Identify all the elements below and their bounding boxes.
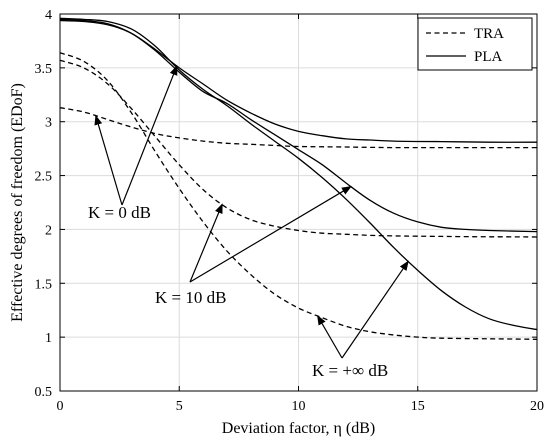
- annotation-label: K = 10 dB: [155, 288, 226, 307]
- x-tick-label: 20: [530, 399, 544, 414]
- annotation-arrow: [189, 203, 223, 283]
- x-tick-label: 15: [411, 399, 425, 414]
- y-axis-label: Effective degrees of freedom (EDoF): [9, 83, 26, 322]
- annotation-arrow: [317, 314, 343, 359]
- y-tick-label: 1: [45, 331, 52, 346]
- tra-series-line: [59, 52, 538, 340]
- legend-label-tra: TRA: [474, 26, 504, 42]
- y-tick-label: 4: [45, 8, 52, 23]
- pla-series-line: [59, 17, 538, 331]
- y-tick-label: 0.5: [35, 385, 53, 400]
- pla-series-line: [59, 18, 538, 233]
- x-tick-label: 10: [292, 399, 306, 414]
- legend-box: [417, 17, 533, 71]
- axes-frame: [59, 13, 538, 392]
- annotation-label: K = +∞ dB: [312, 361, 388, 380]
- annotation-arrow: [121, 65, 178, 206]
- legend-label-pla: PLA: [474, 49, 503, 65]
- tra-series-line: [59, 59, 538, 238]
- y-tick-label: 3.5: [35, 62, 53, 77]
- annotation-arrow: [94, 114, 123, 206]
- tra-series-line: [59, 107, 537, 149]
- annotation-arrow: [189, 186, 352, 283]
- legend: TRA PLA: [417, 17, 533, 71]
- x-tick-label: 5: [176, 399, 183, 414]
- annotations: K = 0 dB K = 10 dB K = +∞ dB: [88, 65, 409, 380]
- y-tick-label: 2.5: [35, 170, 53, 185]
- annotation-label: K = 0 dB: [88, 203, 151, 222]
- x-axis-label: Deviation factor, η (dB): [222, 420, 375, 437]
- axis-ticks: 0 5 10 15 20 0.5 1 1.5 2 2.5 3 3.5 4: [35, 8, 545, 414]
- x-tick-label: 0: [57, 399, 64, 414]
- y-tick-label: 2: [45, 223, 52, 238]
- y-tick-label: 3: [45, 116, 52, 131]
- annotation-arrow: [341, 260, 409, 359]
- series-lines: [59, 17, 538, 340]
- y-tick-label: 1.5: [35, 277, 53, 292]
